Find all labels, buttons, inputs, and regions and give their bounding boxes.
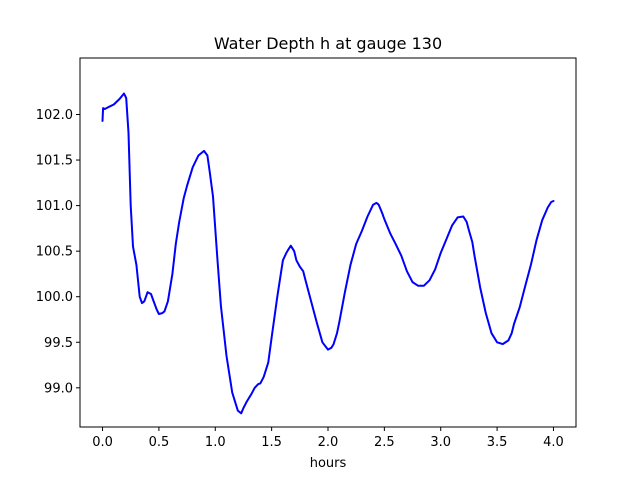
x-axis-label: hours xyxy=(310,456,347,471)
y-tick-label: 101.5 xyxy=(36,154,73,169)
series-line xyxy=(101,92,555,415)
y-tick-label: 100.0 xyxy=(36,290,73,305)
y-tick-label: 99.0 xyxy=(44,381,73,396)
series-layer xyxy=(101,92,555,415)
x-tick-label: 1.5 xyxy=(261,435,282,450)
y-tick-label: 100.5 xyxy=(36,245,73,260)
x-tick-label: 0.0 xyxy=(92,435,113,450)
y-tick-label: 99.5 xyxy=(44,336,73,351)
x-axis-ticks: 0.0 0.5 1.0 1.5 2.0 2.5 3.0 3.5 4.0 xyxy=(92,427,564,450)
x-tick-label: 3.5 xyxy=(487,435,508,450)
x-tick-label: 3.0 xyxy=(430,435,451,450)
y-tick-label: 101.0 xyxy=(36,199,73,214)
plot-frame xyxy=(79,57,577,428)
x-tick-label: 4.0 xyxy=(543,435,564,450)
y-tick-label: 102.0 xyxy=(36,108,73,123)
x-tick-label: 2.0 xyxy=(318,435,339,450)
x-tick-label: 2.5 xyxy=(374,435,395,450)
chart-title: Water Depth h at gauge 130 xyxy=(214,34,442,53)
x-tick-label: 0.5 xyxy=(149,435,170,450)
y-axis-ticks: 99.0 99.5 100.0 100.5 101.0 101.5 102.0 xyxy=(36,108,80,396)
x-tick-label: 1.0 xyxy=(205,435,226,450)
